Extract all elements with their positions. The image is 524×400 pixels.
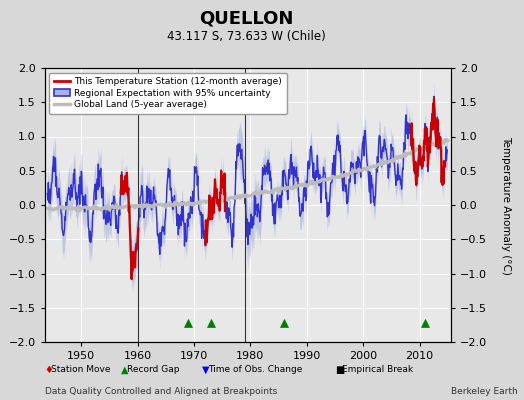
Text: Time of Obs. Change: Time of Obs. Change [209,366,303,374]
Text: ▲: ▲ [121,365,128,375]
Text: ♦: ♦ [45,365,53,375]
Text: 43.117 S, 73.633 W (Chile): 43.117 S, 73.633 W (Chile) [167,30,325,43]
Text: ▼: ▼ [202,365,209,375]
Text: Record Gap: Record Gap [127,366,180,374]
Text: Data Quality Controlled and Aligned at Breakpoints: Data Quality Controlled and Aligned at B… [45,387,277,396]
Text: Empirical Break: Empirical Break [342,366,413,374]
Text: Station Move: Station Move [51,366,111,374]
Text: Berkeley Earth: Berkeley Earth [451,387,517,396]
Y-axis label: Temperature Anomaly (°C): Temperature Anomaly (°C) [500,136,511,274]
Text: ■: ■ [335,365,345,375]
Text: QUELLON: QUELLON [199,10,293,28]
Legend: This Temperature Station (12-month average), Regional Expectation with 95% uncer: This Temperature Station (12-month avera… [49,72,287,114]
